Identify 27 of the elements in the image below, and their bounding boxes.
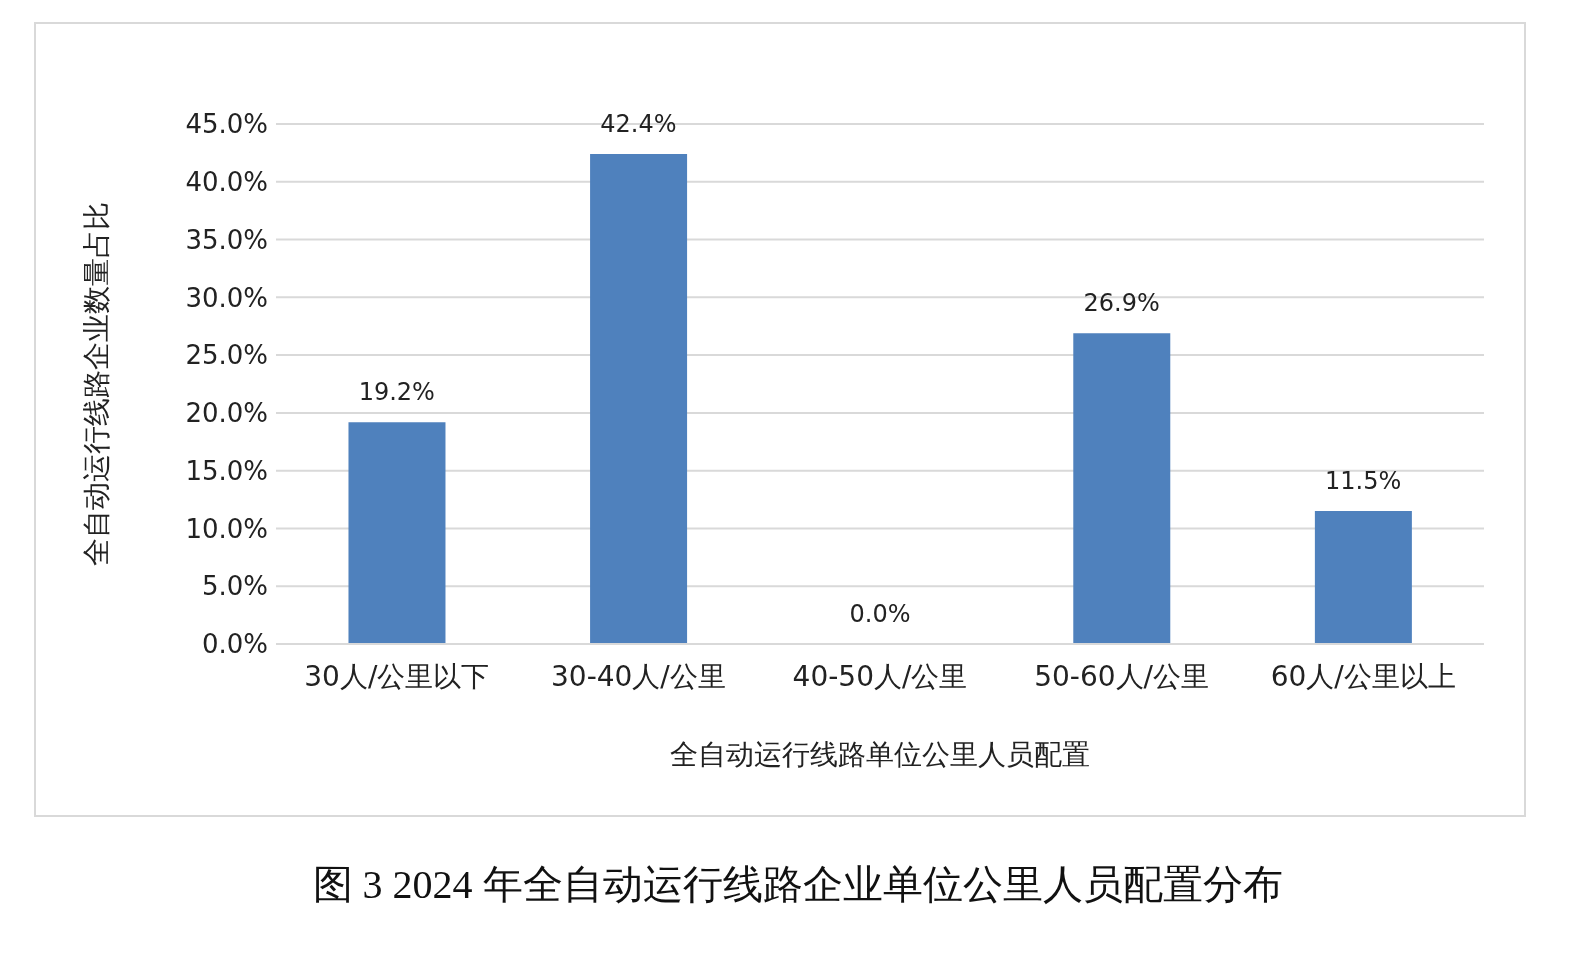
y-tick-label: 10.0% [185, 513, 268, 544]
x-tick-label: 30人/公里以下 [304, 659, 490, 693]
y-axis-title: 全自动运行线路企业数量占比 [79, 202, 113, 566]
y-tick-label: 30.0% [185, 282, 268, 313]
text: 图 3 2024 年全自动运行线路企业单位公里人员配置分布 [311, 861, 1284, 909]
y-tick-label: 40.0% [185, 167, 268, 198]
y-tick-label: 20.0% [185, 398, 268, 429]
y-tick-label: 0.0% [201, 629, 268, 660]
x-tick-label: 60人/公里以上 [1270, 659, 1456, 693]
bar [348, 422, 446, 644]
y-tick-label: 35.0% [185, 224, 268, 255]
data-label: 0.0% [849, 600, 911, 628]
bar [590, 154, 688, 644]
y-tick-label: 45.0% [185, 109, 268, 140]
y-tick-label: 25.0% [185, 340, 268, 371]
x-tick-label: 40-50人/公里 [792, 659, 968, 693]
y-tick-label: 5.0% [201, 571, 268, 602]
data-label: 11.5% [1325, 467, 1402, 496]
y-tick-label: 15.0% [185, 455, 268, 486]
data-label: 26.9% [1083, 289, 1160, 318]
bar [1314, 511, 1412, 644]
data-label: 19.2% [358, 378, 435, 407]
x-axis-title: 全自动运行线路单位公里人员配置 [670, 738, 1090, 771]
bar [1073, 333, 1171, 644]
x-tick-label: 30-40人/公里 [551, 659, 726, 693]
x-tick-label: 50-60人/公里 [1034, 659, 1209, 693]
data-label: 42.4% [600, 110, 677, 139]
